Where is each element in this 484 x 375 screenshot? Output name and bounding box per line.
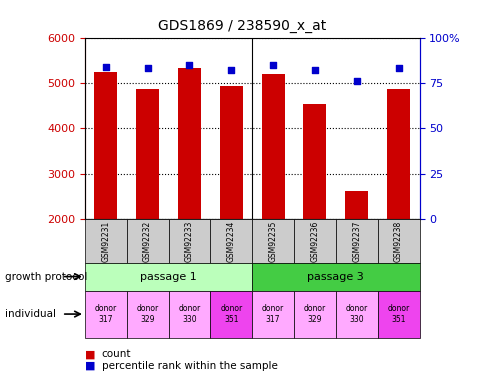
Text: percentile rank within the sample: percentile rank within the sample (102, 361, 277, 370)
Text: GSM92236: GSM92236 (310, 220, 319, 262)
Point (310, 67, 318, 73)
Text: donor
330: donor 330 (345, 304, 367, 324)
Text: passage 1: passage 1 (140, 272, 197, 282)
Text: ■: ■ (85, 361, 95, 370)
Text: GSM92232: GSM92232 (143, 220, 152, 262)
Text: GSM92234: GSM92234 (227, 220, 235, 262)
Text: count: count (102, 350, 131, 359)
Point (227, 67, 235, 73)
Point (143, 65, 151, 71)
Bar (178, 68, 200, 310)
Bar (261, 74, 284, 310)
Text: donor
329: donor 329 (303, 304, 325, 324)
Bar (136, 89, 159, 310)
Bar (335, 291, 377, 338)
Bar (335, 219, 377, 262)
Text: GSM92233: GSM92233 (184, 220, 194, 262)
Bar (85, 262, 252, 291)
Point (352, 78, 360, 84)
Bar (219, 86, 242, 310)
Bar (126, 219, 168, 262)
Bar (252, 219, 293, 262)
Bar (377, 291, 419, 338)
Text: individual: individual (5, 309, 56, 319)
Bar (168, 291, 210, 338)
Bar (94, 72, 117, 310)
Bar (293, 291, 335, 338)
Text: donor
351: donor 351 (220, 304, 242, 324)
Text: donor
351: donor 351 (387, 304, 409, 324)
Bar (85, 219, 126, 262)
Bar (252, 291, 293, 338)
Text: donor
330: donor 330 (178, 304, 200, 324)
Bar (303, 104, 326, 310)
Text: GSM92237: GSM92237 (351, 220, 361, 262)
Text: GDS1869 / 238590_x_at: GDS1869 / 238590_x_at (158, 19, 326, 33)
Text: GSM92238: GSM92238 (393, 220, 402, 262)
Bar (345, 191, 367, 310)
Point (102, 64, 109, 70)
Point (185, 62, 193, 68)
Text: GSM92231: GSM92231 (101, 220, 110, 262)
Bar (210, 291, 252, 338)
Bar (126, 291, 168, 338)
Bar (386, 89, 409, 310)
Bar (252, 262, 419, 291)
Text: donor
317: donor 317 (94, 304, 117, 324)
Bar (85, 291, 126, 338)
Point (269, 62, 276, 68)
Text: donor
317: donor 317 (261, 304, 284, 324)
Text: passage 3: passage 3 (307, 272, 363, 282)
Bar (210, 219, 252, 262)
Text: growth protocol: growth protocol (5, 272, 87, 282)
Text: donor
329: donor 329 (136, 304, 158, 324)
Bar (293, 219, 335, 262)
Bar (168, 219, 210, 262)
Point (394, 65, 402, 71)
Text: GSM92235: GSM92235 (268, 220, 277, 262)
Text: ■: ■ (85, 350, 95, 359)
Bar (377, 219, 419, 262)
